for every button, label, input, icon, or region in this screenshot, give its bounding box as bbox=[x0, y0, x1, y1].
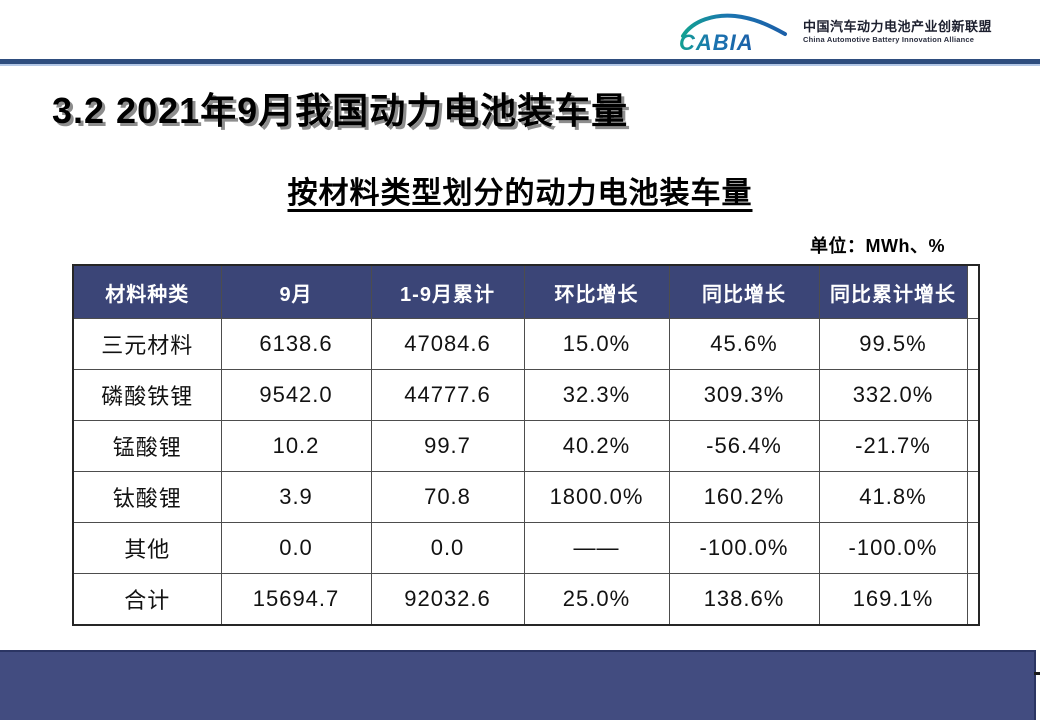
table-edge-sliver bbox=[966, 471, 980, 523]
cabia-logo-icon: CABIA bbox=[679, 13, 787, 54]
table-cell: 15694.7 bbox=[220, 573, 372, 626]
table-cell: 32.3% bbox=[523, 369, 670, 421]
logo-wordmark: CABIA bbox=[679, 30, 754, 54]
table-cell: 169.1% bbox=[818, 573, 968, 626]
column-header-mom-growth: 环比增长 bbox=[523, 264, 670, 319]
table-cell: -21.7% bbox=[818, 420, 968, 472]
table-cell: -56.4% bbox=[668, 420, 820, 472]
org-names: 中国汽车动力电池产业创新联盟 China Automotive Battery … bbox=[803, 19, 992, 45]
table-cell: 44777.6 bbox=[370, 369, 525, 421]
org-name-zh: 中国汽车动力电池产业创新联盟 bbox=[802, 19, 992, 35]
table-header-row: 材料种类 9月 1-9月累计 环比增长 同比增长 同比累计增长 bbox=[72, 264, 980, 319]
table-row: 钛酸锂 3.9 70.8 1800.0% 160.2% 41.8% bbox=[72, 471, 980, 523]
table-row: 三元材料 6138.6 47084.6 15.0% 45.6% 99.5% bbox=[72, 318, 980, 370]
table-edge-sliver bbox=[966, 264, 980, 319]
unit-label: 单位：MWh、% bbox=[810, 236, 945, 256]
table-edge-sliver bbox=[966, 318, 980, 370]
table-cell: 99.5% bbox=[818, 318, 968, 370]
divider-light-line bbox=[0, 64, 1040, 66]
table-cell: 合计 bbox=[72, 573, 222, 626]
table-cell: 0.0 bbox=[370, 522, 525, 574]
table-edge-sliver bbox=[966, 573, 980, 626]
table-cell: 锰酸锂 bbox=[72, 420, 222, 472]
table-cell: 25.0% bbox=[523, 573, 670, 626]
table-cell: 45.6% bbox=[668, 318, 820, 370]
table-title: 按材料类型划分的动力电池装车量 bbox=[287, 177, 753, 210]
page-edge-mark bbox=[1034, 672, 1040, 675]
table-row: 锰酸锂 10.2 99.7 40.2% -56.4% -21.7% bbox=[72, 420, 980, 472]
table-cell: 332.0% bbox=[818, 369, 968, 421]
table-cell: 92032.6 bbox=[370, 573, 525, 626]
table-row: 磷酸铁锂 9542.0 44777.6 32.3% 309.3% 332.0% bbox=[72, 369, 980, 421]
table-cell: 160.2% bbox=[668, 471, 820, 523]
column-header-material: 材料种类 bbox=[72, 264, 222, 319]
table-cell: 磷酸铁锂 bbox=[72, 369, 222, 421]
page-title: 3.2 2021年9月我国动力电池装车量 bbox=[52, 90, 629, 131]
column-header-ytd: 1-9月累计 bbox=[370, 264, 525, 319]
table-cell: 138.6% bbox=[668, 573, 820, 626]
divider-dark-line bbox=[0, 59, 1040, 64]
table-edge-sliver bbox=[966, 522, 980, 574]
table-cell: -100.0% bbox=[818, 522, 968, 574]
table-cell: 10.2 bbox=[220, 420, 372, 472]
table-edge-sliver bbox=[966, 420, 980, 472]
table-cell: 99.7 bbox=[370, 420, 525, 472]
table-cell: 三元材料 bbox=[72, 318, 222, 370]
column-header-yoy-cum-growth: 同比累计增长 bbox=[818, 264, 968, 319]
column-header-yoy-growth: 同比增长 bbox=[668, 264, 820, 319]
table-cell: 309.3% bbox=[668, 369, 820, 421]
table-cell: 6138.6 bbox=[220, 318, 372, 370]
table-cell: 9542.0 bbox=[220, 369, 372, 421]
car-silhouette-icon bbox=[680, 13, 787, 38]
table-cell: 41.8% bbox=[818, 471, 968, 523]
table-row: 其他 0.0 0.0 —— -100.0% -100.0% bbox=[72, 522, 980, 574]
table-cell: 0.0 bbox=[220, 522, 372, 574]
header-divider bbox=[0, 59, 1040, 66]
brand-header: CABIA 中国汽车动力电池产业创新联盟 China Automotive Ba… bbox=[673, 10, 992, 54]
table-edge-sliver bbox=[966, 369, 980, 421]
table-cell: 15.0% bbox=[523, 318, 670, 370]
table-cell: —— bbox=[523, 522, 670, 574]
table-cell: -100.0% bbox=[668, 522, 820, 574]
column-header-september: 9月 bbox=[220, 264, 372, 319]
org-name-en: China Automotive Battery Innovation Alli… bbox=[802, 35, 975, 45]
footer-bar bbox=[0, 650, 1036, 720]
table-cell: 40.2% bbox=[523, 420, 670, 472]
table-cell: 70.8 bbox=[370, 471, 525, 523]
table-cell: 其他 bbox=[72, 522, 222, 574]
table-cell: 47084.6 bbox=[370, 318, 525, 370]
table-cell: 1800.0% bbox=[523, 471, 670, 523]
table-cell: 钛酸锂 bbox=[72, 471, 222, 523]
table-row-total: 合计 15694.7 92032.6 25.0% 138.6% 169.1% bbox=[72, 573, 980, 626]
battery-install-table: 材料种类 9月 1-9月累计 环比增长 同比增长 同比累计增长 三元材料 613… bbox=[72, 264, 980, 626]
table-cell: 3.9 bbox=[220, 471, 372, 523]
